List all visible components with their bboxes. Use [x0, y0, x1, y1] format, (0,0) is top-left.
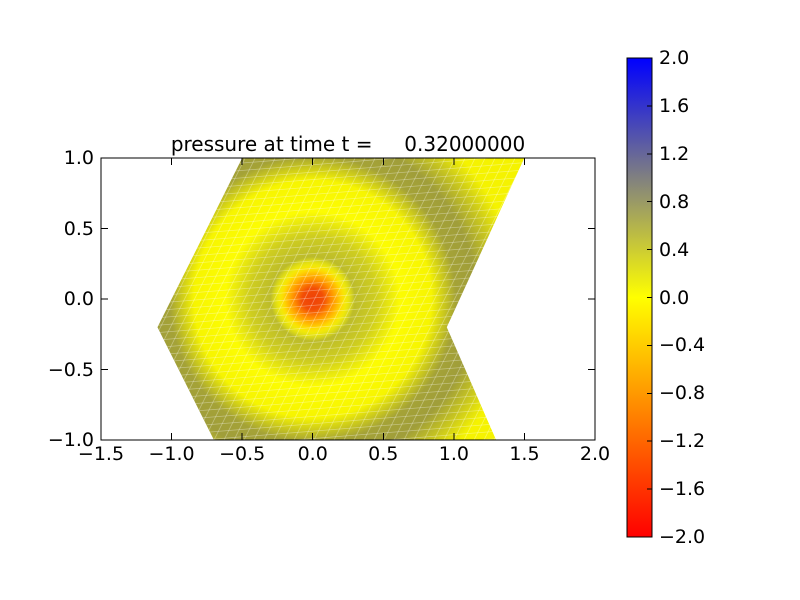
- y-tick-label: 0.5: [63, 217, 94, 240]
- colorbar-tick-label: 0.8: [659, 190, 690, 213]
- colorbar-tick-label: 1.6: [659, 94, 690, 117]
- colorbar-tick-label: −1.2: [659, 430, 706, 453]
- colorbar-tick-label: 1.2: [659, 142, 690, 165]
- y-tick-label: −0.5: [47, 358, 94, 381]
- colorbar-tick-label: −0.4: [659, 334, 706, 357]
- colorbar-tick-label: −0.8: [659, 382, 706, 405]
- colorbar-tick-label: 2.0: [659, 47, 690, 69]
- x-tick-label: 1.0: [438, 443, 469, 465]
- y-tick-label: −1.0: [47, 429, 94, 451]
- colorbar-tick-label: −2.0: [659, 526, 706, 548]
- x-tick-label: −0.5: [219, 443, 266, 465]
- x-tick-label: −1.0: [148, 443, 195, 465]
- x-tick-label: 0.5: [368, 443, 399, 465]
- x-tick-label: 2.0: [579, 443, 611, 465]
- x-tick-label: 1.5: [509, 443, 540, 465]
- x-tick-label: 0.0: [297, 443, 328, 465]
- y-tick-label: 0.0: [63, 288, 94, 310]
- colorbar-tick-label: 0.0: [659, 286, 690, 309]
- colorbar-tick-label: 0.4: [659, 238, 690, 261]
- y-tick-label: 1.0: [63, 147, 94, 169]
- plot-title: pressure at time t = 0.32000000: [170, 132, 526, 156]
- x-tick-label: −1.5: [77, 443, 125, 465]
- colorbar-tick-label: −1.6: [659, 478, 706, 501]
